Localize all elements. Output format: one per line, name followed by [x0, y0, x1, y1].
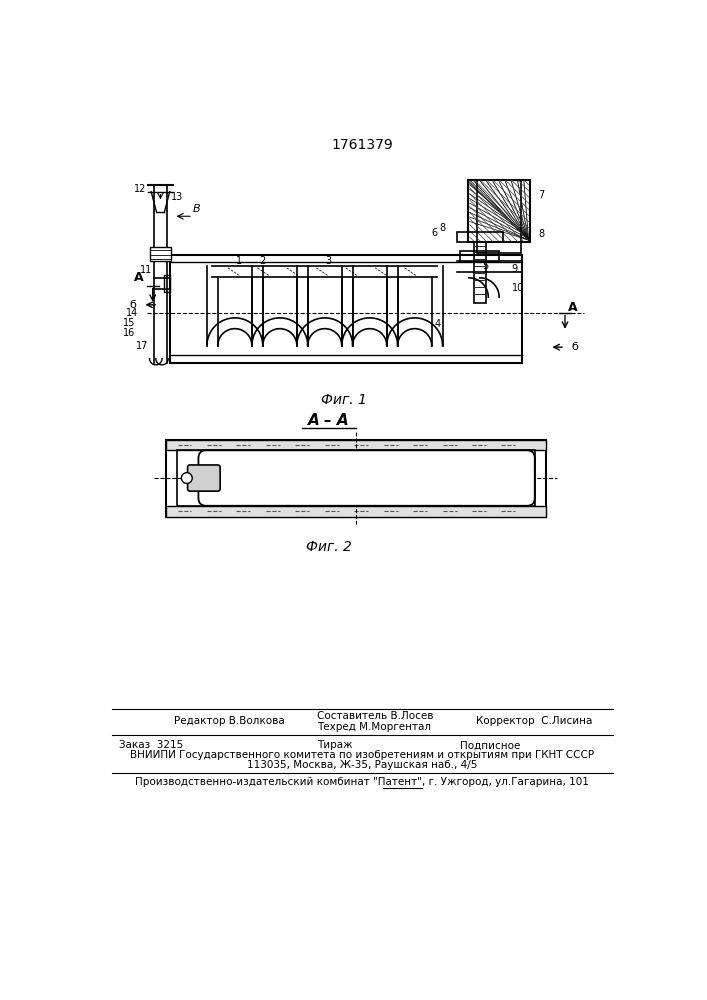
- Text: Производственно-издательский комбинат "Патент", г. Ужгород, ул.Гагарина, 101: Производственно-издательский комбинат "П…: [135, 777, 589, 787]
- Text: 1761379: 1761379: [331, 138, 393, 152]
- Text: 8: 8: [539, 229, 545, 239]
- Text: 10: 10: [513, 283, 525, 293]
- Bar: [457, 232, 503, 242]
- Text: А – А: А – А: [308, 413, 349, 428]
- Text: Заказ  3215: Заказ 3215: [119, 740, 184, 750]
- Bar: [163, 275, 170, 292]
- FancyBboxPatch shape: [187, 465, 220, 491]
- Text: 15: 15: [123, 318, 136, 328]
- Text: Подписное: Подписное: [460, 740, 521, 750]
- Text: б: б: [572, 342, 578, 352]
- Text: Фиг. 2: Фиг. 2: [305, 540, 351, 554]
- Bar: [166, 440, 546, 517]
- Bar: [468, 180, 530, 242]
- Text: 6: 6: [432, 228, 438, 238]
- Text: 17: 17: [136, 341, 148, 351]
- Text: 16: 16: [123, 328, 136, 338]
- Text: 7: 7: [539, 190, 545, 200]
- Text: Корректор  С.Лисина: Корректор С.Лисина: [476, 716, 592, 726]
- Text: б: б: [129, 300, 136, 310]
- Text: 2: 2: [259, 256, 266, 266]
- Text: 9: 9: [512, 264, 518, 274]
- Text: ВНИИПИ Государственного комитета по изобретениям и открытиям при ГКНТ СССР: ВНИИПИ Государственного комитета по изоб…: [130, 750, 594, 760]
- Circle shape: [182, 473, 192, 483]
- Text: 8: 8: [440, 223, 445, 233]
- Bar: [477, 180, 521, 253]
- FancyBboxPatch shape: [199, 450, 534, 506]
- Text: 11: 11: [141, 265, 153, 275]
- Text: В: В: [193, 204, 201, 214]
- Bar: [474, 242, 486, 303]
- Text: Фиг. 1: Фиг. 1: [321, 393, 367, 407]
- Bar: [166, 506, 546, 517]
- Bar: [177, 450, 534, 506]
- Text: 14: 14: [127, 308, 139, 318]
- Bar: [166, 440, 546, 450]
- Text: 5: 5: [482, 261, 489, 271]
- Text: А: А: [134, 271, 144, 284]
- Text: Составитель В.Лосев: Составитель В.Лосев: [317, 711, 433, 721]
- Text: 4: 4: [434, 319, 440, 329]
- Text: 12: 12: [134, 184, 146, 194]
- Text: 113035, Москва, Ж-35, Раушская наб., 4/5: 113035, Москва, Ж-35, Раушская наб., 4/5: [247, 760, 477, 770]
- Text: А: А: [568, 301, 578, 314]
- Text: 1: 1: [236, 256, 243, 266]
- Text: Редактор В.Волкова: Редактор В.Волкова: [174, 716, 284, 726]
- Text: 13: 13: [171, 192, 184, 202]
- Text: Тираж: Тираж: [317, 740, 353, 750]
- Bar: [151, 247, 170, 261]
- Text: Техред М.Моргентал: Техред М.Моргентал: [317, 722, 431, 732]
- Bar: [460, 251, 499, 262]
- Text: 3: 3: [325, 256, 332, 266]
